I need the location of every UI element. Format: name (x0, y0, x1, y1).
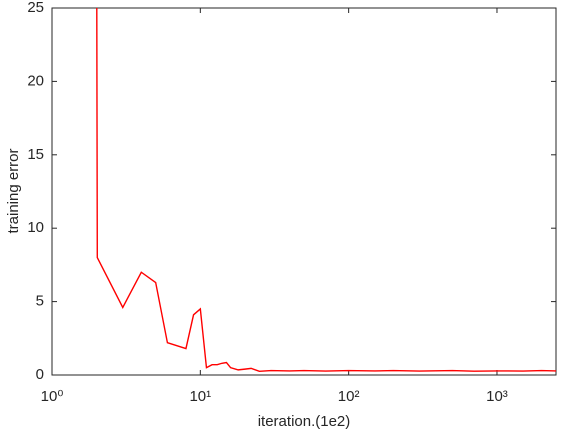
plot-frame (51, 7, 557, 376)
y-tick-label: 10 (27, 219, 44, 236)
y-tick-label: 5 (36, 293, 44, 310)
y-tick-label: 20 (27, 72, 44, 89)
x-tick-label: 10¹ (189, 388, 211, 405)
line-series (96, 8, 556, 373)
y-tick-label: 0 (36, 366, 44, 383)
y-axis-label: training error (5, 148, 22, 233)
x-axis-label: iteration.(1e2) (258, 413, 351, 430)
x-tick-label: 10³ (486, 388, 508, 405)
y-tick-label: 25 (27, 0, 44, 16)
y-tick-label: 15 (27, 146, 44, 163)
x-tick-label: 10² (338, 388, 360, 405)
x-tick-label: 10⁰ (41, 388, 64, 405)
